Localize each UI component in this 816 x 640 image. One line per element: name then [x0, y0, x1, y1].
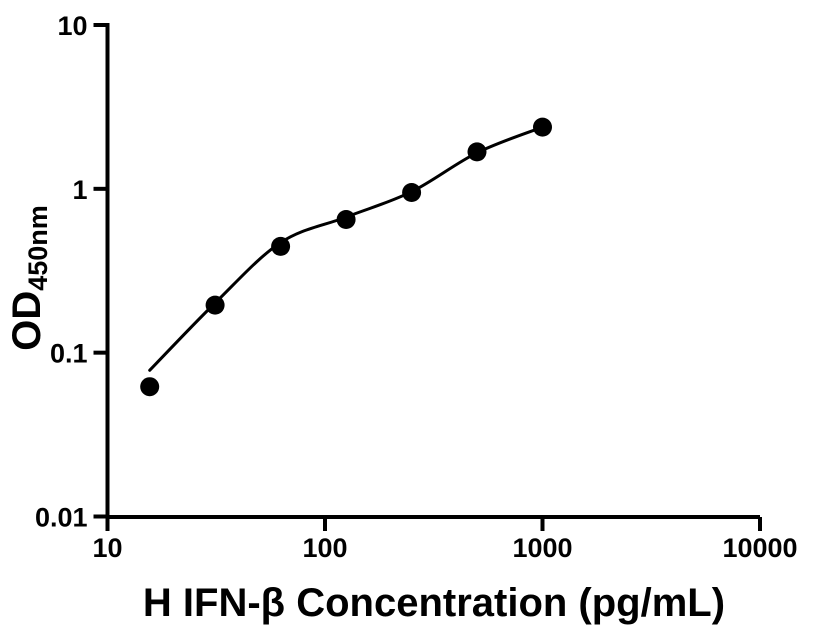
x-tick-label: 10 [92, 533, 122, 563]
y-axis-title-subscript: 450nm [23, 205, 53, 291]
x-axis-title: H IFN-β Concentration (pg/mL) [142, 581, 726, 625]
data-point [336, 210, 356, 229]
data-point [271, 236, 291, 256]
y-axis-title: OD 450nm [5, 205, 53, 351]
data-point [205, 295, 225, 315]
x-tick-label: 10000 [722, 533, 797, 563]
x-tick-label: 100 [302, 533, 347, 563]
data-point [402, 183, 422, 202]
x-tick-label: 1000 [512, 533, 572, 563]
data-point [533, 117, 552, 137]
data-point [140, 377, 160, 397]
fitted-curve [148, 125, 544, 372]
y-tick-label: 0.01 [35, 503, 88, 533]
y-tick-label: 0.1 [50, 339, 88, 369]
y-tick-label: 10 [57, 11, 87, 41]
y-tick-label: 1 [72, 175, 87, 205]
data-point [467, 142, 487, 162]
y-axis-title-main: OD [5, 290, 49, 351]
